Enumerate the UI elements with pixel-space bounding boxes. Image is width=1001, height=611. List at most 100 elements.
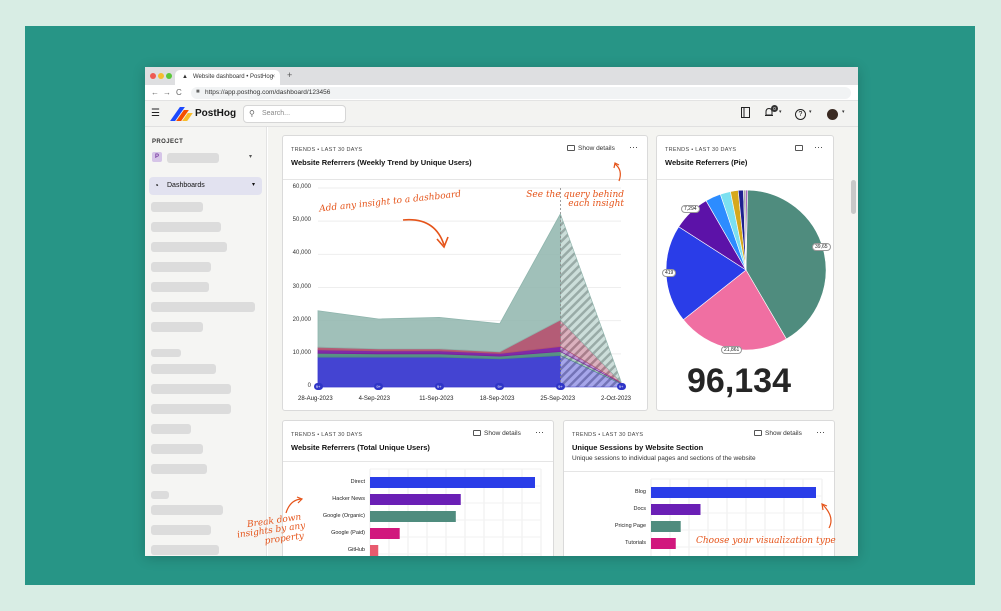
minimize-window-dot[interactable] <box>158 73 164 79</box>
help-chevron-icon[interactable]: ▾ <box>809 109 812 115</box>
area-series-partial-tint <box>560 213 621 383</box>
bell-chevron-icon[interactable]: ▾ <box>779 109 782 115</box>
project-name-placeholder[interactable] <box>167 153 219 163</box>
hog-icon <box>170 107 193 121</box>
sidebar-item-placeholder[interactable] <box>151 424 191 434</box>
bar <box>651 504 701 515</box>
search-icon: ⚲ <box>249 109 255 118</box>
sidebar-item-placeholder[interactable] <box>151 282 209 292</box>
sidebar-item-placeholder[interactable] <box>151 242 227 252</box>
insight-card-pie: TRENDS • LAST 30 DAYS Website Referrers … <box>656 135 834 411</box>
card-menu-icon[interactable]: ··· <box>535 427 544 437</box>
project-avatar[interactable]: P <box>152 152 162 162</box>
close-window-dot[interactable] <box>150 73 156 79</box>
sidebar-item-placeholder[interactable] <box>151 222 221 232</box>
bar <box>370 511 456 522</box>
card-divider <box>283 179 647 180</box>
sidebar-section-placeholder <box>151 349 181 357</box>
project-chevron-icon[interactable]: ▾ <box>249 154 253 160</box>
sidebar-item-label: Dashboards <box>167 182 205 189</box>
annotation-badge[interactable]: 9+ <box>434 383 444 390</box>
bar <box>370 528 400 539</box>
show-details-button[interactable] <box>795 145 806 152</box>
notification-badge: 0 <box>771 105 778 112</box>
sidebar-item-dashboards[interactable]: ◔ Dashboards ▾ <box>149 177 262 195</box>
dashboard-main: TRENDS • LAST 30 DAYS Website Referrers … <box>268 127 858 556</box>
close-tab-icon[interactable]: × <box>271 74 275 80</box>
annotation-badge[interactable]: 9+ <box>616 383 626 390</box>
insight-card-bar: TRENDS • LAST 30 DAYS Website Referrers … <box>282 420 554 556</box>
reload-icon[interactable]: C <box>176 88 182 97</box>
show-details-button[interactable]: Show details <box>567 145 615 152</box>
y-tick-label: 40,000 <box>292 250 311 257</box>
card-title[interactable]: Website Referrers (Total Unique Users) <box>291 443 430 452</box>
bar-category-label: Pricing Page <box>614 523 646 529</box>
menu-toggle-icon[interactable]: ☰ <box>151 108 160 119</box>
sidebar-item-placeholder[interactable] <box>151 364 216 374</box>
insight-card-trend: TRENDS • LAST 30 DAYS Website Referrers … <box>282 135 648 411</box>
show-details-label: Show details <box>578 145 615 152</box>
browser-tab[interactable]: ▲ Website dashboard • PostHog × <box>175 70 280 85</box>
tab-bar: ▲ Website dashboard • PostHog × + <box>145 67 858 85</box>
sidebar-item-placeholder[interactable] <box>151 404 231 414</box>
sidebar-item-placeholder[interactable] <box>151 384 231 394</box>
bar-category-label: Google (Organic) <box>322 513 365 519</box>
bar <box>370 477 535 488</box>
new-tab-button[interactable]: + <box>287 70 293 80</box>
sidebar-item-placeholder[interactable] <box>151 464 207 474</box>
details-icon <box>795 145 803 151</box>
address-input[interactable]: ■ https://app.posthog.com/dashboard/1234… <box>191 87 851 99</box>
search-placeholder: Search... <box>262 110 291 117</box>
pie-slice <box>745 189 748 271</box>
pie-label: 7,294 <box>681 205 700 213</box>
card-divider <box>283 461 553 462</box>
show-details-button[interactable]: Show details <box>473 430 521 437</box>
annotation-badge[interactable]: 9+ <box>313 383 323 390</box>
y-tick-label: 0 <box>307 383 311 389</box>
bar <box>651 521 681 532</box>
sidebar: PROJECT P ▾ ◔ Dashboards ▾ <box>145 127 267 556</box>
back-icon[interactable]: ← <box>151 88 159 97</box>
search-input[interactable]: ⚲ Search... <box>243 105 346 123</box>
bar-category-label: Docs <box>633 506 646 512</box>
annotation-badge[interactable]: 9+ <box>555 383 565 390</box>
maximize-window-dot[interactable] <box>166 73 172 79</box>
pie-label: 21,861 <box>721 346 743 354</box>
avatar-chevron-icon[interactable]: ▾ <box>842 109 845 115</box>
card-menu-icon[interactable]: ··· <box>814 142 823 152</box>
y-tick-label: 60,000 <box>292 184 311 190</box>
annotation-badge[interactable]: 9+ <box>374 383 384 390</box>
annotation-badge[interactable]: 9+ <box>495 383 505 390</box>
avatar[interactable] <box>827 109 838 120</box>
address-bar-row: ← → C ■ https://app.posthog.com/dashboar… <box>145 85 858 101</box>
sidebar-item-placeholder[interactable] <box>151 505 223 515</box>
forward-icon[interactable]: → <box>163 88 171 97</box>
card-subtitle: Unique sessions to individual pages and … <box>572 455 756 462</box>
tab-title: Website dashboard • PostHog <box>193 74 274 80</box>
card-divider <box>657 179 833 180</box>
y-tick-label: 30,000 <box>292 283 311 290</box>
sidebar-item-placeholder[interactable] <box>151 302 255 312</box>
show-details-button[interactable]: Show details <box>754 430 802 437</box>
sidebar-item-placeholder[interactable] <box>151 202 203 212</box>
sidebar-item-placeholder[interactable] <box>151 262 211 272</box>
card-title[interactable]: Unique Sessions by Website Section <box>572 443 704 452</box>
sidebar-item-placeholder[interactable] <box>151 444 203 454</box>
card-title[interactable]: Website Referrers (Pie) <box>665 158 748 167</box>
card-menu-icon[interactable]: ··· <box>816 427 825 437</box>
bar-category-label: Direct <box>350 479 365 485</box>
notebook-icon[interactable] <box>741 107 750 120</box>
sidebar-item-placeholder[interactable] <box>151 525 211 535</box>
x-tick-label: 28-Aug-2023 <box>298 396 333 402</box>
card-menu-icon[interactable]: ··· <box>629 142 638 152</box>
app-header: ☰ PostHog ⚲ Search... 0 ▾ ? ▾ ▾ <box>145 101 858 127</box>
card-kicker: TRENDS • LAST 30 DAYS <box>291 432 363 438</box>
help-icon[interactable]: ? <box>795 109 806 120</box>
sidebar-item-placeholder[interactable] <box>151 322 203 332</box>
dashboard-icon: ◔ <box>154 181 159 190</box>
scrollbar[interactable] <box>851 180 856 214</box>
card-title[interactable]: Website Referrers (Weekly Trend by Uniqu… <box>291 158 472 167</box>
y-tick-label: 20,000 <box>292 316 311 323</box>
lock-icon: ■ <box>196 89 200 95</box>
sidebar-item-placeholder[interactable] <box>151 545 219 555</box>
